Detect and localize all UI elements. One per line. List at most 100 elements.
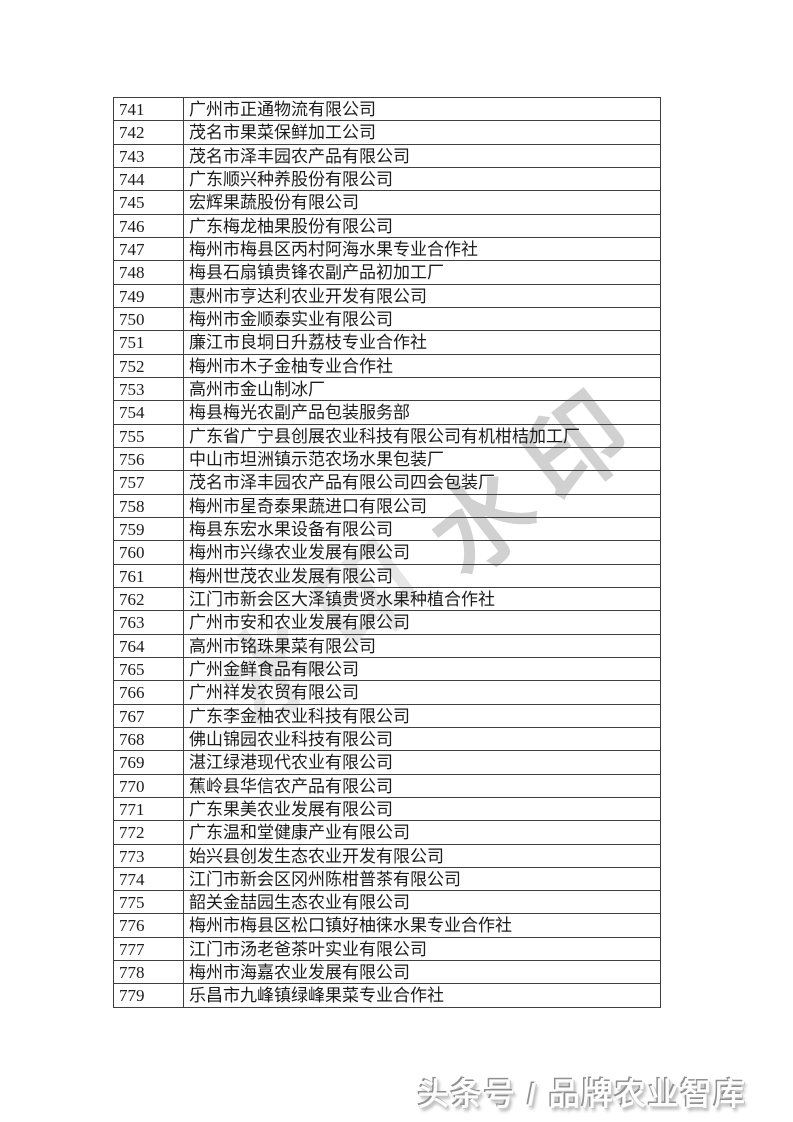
company-name: 梅州市兴缘农业发展有限公司 bbox=[189, 543, 410, 563]
table-row: 751 廉江市良垌日升荔枝专业合作社 bbox=[114, 331, 660, 355]
company-name: 梅州市梅县区松口镇好柚徕水果专业合作社 bbox=[189, 916, 512, 936]
row-number: 745 bbox=[114, 191, 184, 214]
company-name: 梅州市金顺泰实业有限公司 bbox=[189, 309, 393, 329]
row-number: 751 bbox=[114, 331, 184, 354]
table-row: 752 梅州市木子金柚专业合作社 bbox=[114, 354, 660, 378]
table-row: 742 茂名市果菜保鲜加工公司 bbox=[114, 121, 660, 145]
company-name: 梅县石扇镇贵锋农副产品初加工厂 bbox=[189, 263, 444, 283]
table-row: 773 始兴县创发生态农业开发有限公司 bbox=[114, 844, 660, 868]
table-row: 753 高州市金山制冰厂 bbox=[114, 377, 660, 402]
table-row: 765 广州金鲜食品有限公司 bbox=[114, 657, 660, 682]
table-row: 744 广东顺兴种养股份有限公司 bbox=[114, 167, 660, 192]
table-row: 746 广东梅龙柚果股份有限公司 bbox=[114, 214, 660, 238]
row-number: 758 bbox=[114, 494, 184, 517]
table-row: 743 茂名市泽丰园农产品有限公司 bbox=[114, 144, 660, 168]
table-row: 768 佛山锦园农业科技有限公司 bbox=[114, 727, 660, 752]
table-row: 769 湛江绿港现代农业有限公司 bbox=[114, 751, 660, 775]
company-name: 江门市新会区冈州陈柑普茶有限公司 bbox=[189, 869, 461, 889]
row-number: 775 bbox=[114, 891, 184, 914]
row-number: 750 bbox=[114, 307, 184, 331]
table-row: 745 宏辉果蔬股份有限公司 bbox=[114, 191, 660, 215]
table-row: 757 茂名市泽丰园农产品有限公司四会包装厂 bbox=[114, 471, 660, 495]
company-name: 茂名市泽丰园农产品有限公司四会包装厂 bbox=[189, 473, 495, 493]
company-name: 蕉岭县华信农产品有限公司 bbox=[189, 776, 393, 796]
table-row: 766 广州祥发农贸有限公司 bbox=[114, 681, 660, 705]
company-name: 梅州世茂农业发展有限公司 bbox=[189, 566, 393, 586]
table-row: 776 梅州市梅县区松口镇好柚徕水果专业合作社 bbox=[114, 914, 660, 938]
row-number: 766 bbox=[114, 681, 184, 704]
row-number: 764 bbox=[114, 634, 184, 657]
row-number: 779 bbox=[114, 984, 184, 1007]
row-number: 763 bbox=[114, 611, 184, 634]
company-name: 梅州市梅县区丙村阿海水果专业合作社 bbox=[189, 239, 478, 259]
table-row: 772 广东温和堂健康产业有限公司 bbox=[114, 821, 660, 845]
company-table: 741 广州市正通物流有限公司 742 茂名市果菜保鲜加工公司 743 茂名市泽丰园农产品… bbox=[113, 97, 661, 1008]
company-name: 梅县梅光农副产品包装服务部 bbox=[189, 403, 410, 423]
company-name: 乐昌市九峰镇绿峰果菜专业合作社 bbox=[189, 986, 444, 1006]
row-number: 742 bbox=[114, 121, 184, 144]
row-number: 743 bbox=[114, 144, 184, 167]
row-number: 759 bbox=[114, 517, 184, 541]
company-name: 梅州市木子金柚专业合作社 bbox=[189, 356, 393, 376]
table-row: 771 广东果美农业发展有限公司 bbox=[114, 797, 660, 822]
row-number: 769 bbox=[114, 751, 184, 774]
row-number: 761 bbox=[114, 564, 184, 587]
company-name: 茂名市果菜保鲜加工公司 bbox=[189, 123, 376, 143]
row-number: 776 bbox=[114, 914, 184, 937]
row-number: 749 bbox=[114, 284, 184, 307]
company-name: 梅县东宏水果设备有限公司 bbox=[189, 519, 393, 539]
table-row: 758 梅州市星奇泰果蔬进口有限公司 bbox=[114, 494, 660, 518]
table-row: 761 梅州世茂农业发展有限公司 bbox=[114, 564, 660, 588]
company-name: 湛江绿港现代农业有限公司 bbox=[189, 753, 393, 773]
row-number: 757 bbox=[114, 471, 184, 494]
company-name: 廉江市良垌日升荔枝专业合作社 bbox=[189, 333, 427, 353]
company-name: 广州祥发农贸有限公司 bbox=[189, 683, 359, 703]
table-row: 759 梅县东宏水果设备有限公司 bbox=[114, 517, 660, 542]
table-row: 750 梅州市金顺泰实业有限公司 bbox=[114, 307, 660, 332]
company-name: 江门市汤老爸茶叶实业有限公司 bbox=[189, 939, 427, 959]
row-number: 768 bbox=[114, 727, 184, 751]
row-number: 741 bbox=[114, 98, 184, 121]
company-name: 广东省广宁县创展农业科技有限公司有机柑桔加工厂 bbox=[189, 426, 580, 446]
table-row: 755 广东省广宁县创展农业科技有限公司有机柑桔加工厂 bbox=[114, 424, 660, 448]
row-number: 744 bbox=[114, 167, 184, 191]
company-name: 广州市安和农业发展有限公司 bbox=[189, 613, 410, 633]
row-number: 767 bbox=[114, 704, 184, 727]
row-number: 771 bbox=[114, 797, 184, 821]
row-number: 772 bbox=[114, 821, 184, 844]
row-number: 765 bbox=[114, 657, 184, 681]
table-row: 748 梅县石扇镇贵锋农副产品初加工厂 bbox=[114, 261, 660, 285]
table-row: 756 中山市坦洲镇示范农场水果包装厂 bbox=[114, 447, 660, 472]
table-row: 754 梅县梅光农副产品包装服务部 bbox=[114, 401, 660, 425]
table-row: 763 广州市安和农业发展有限公司 bbox=[114, 611, 660, 635]
company-name: 广州市正通物流有限公司 bbox=[189, 100, 376, 119]
company-name: 惠州市亨达利农业开发有限公司 bbox=[189, 286, 427, 306]
row-number: 756 bbox=[114, 447, 184, 471]
company-name: 梅州市星奇泰果蔬进口有限公司 bbox=[189, 496, 427, 516]
company-name: 梅州市海嘉农业发展有限公司 bbox=[189, 963, 410, 983]
row-number: 773 bbox=[114, 844, 184, 867]
row-number: 760 bbox=[114, 541, 184, 564]
row-number: 778 bbox=[114, 961, 184, 984]
company-name: 广东温和堂健康产业有限公司 bbox=[189, 823, 410, 843]
company-name: 高州市金山制冰厂 bbox=[189, 379, 325, 399]
table-row: 767 广东李金柚农业科技有限公司 bbox=[114, 704, 660, 728]
row-number: 777 bbox=[114, 937, 184, 961]
company-name: 佛山锦园农业科技有限公司 bbox=[189, 729, 393, 749]
row-number: 774 bbox=[114, 867, 184, 891]
company-name: 中山市坦洲镇示范农场水果包装厂 bbox=[189, 449, 444, 469]
company-name: 茂名市泽丰园农产品有限公司 bbox=[189, 146, 410, 166]
table-row: 779 乐昌市九峰镇绿峰果菜专业合作社 bbox=[114, 984, 660, 1008]
row-number: 746 bbox=[114, 214, 184, 237]
row-number: 752 bbox=[114, 354, 184, 377]
row-number: 762 bbox=[114, 587, 184, 611]
row-number: 755 bbox=[114, 424, 184, 447]
table-row: 741 广州市正通物流有限公司 bbox=[114, 98, 660, 122]
company-name: 广东顺兴种养股份有限公司 bbox=[189, 169, 393, 189]
company-name: 宏辉果蔬股份有限公司 bbox=[189, 193, 359, 213]
company-name: 江门市新会区大泽镇贵贤水果种植合作社 bbox=[189, 589, 495, 609]
table-row: 747 梅州市梅县区丙村阿海水果专业合作社 bbox=[114, 237, 660, 262]
company-name: 韶关金喆园生态农业有限公司 bbox=[189, 893, 410, 913]
row-number: 754 bbox=[114, 401, 184, 424]
